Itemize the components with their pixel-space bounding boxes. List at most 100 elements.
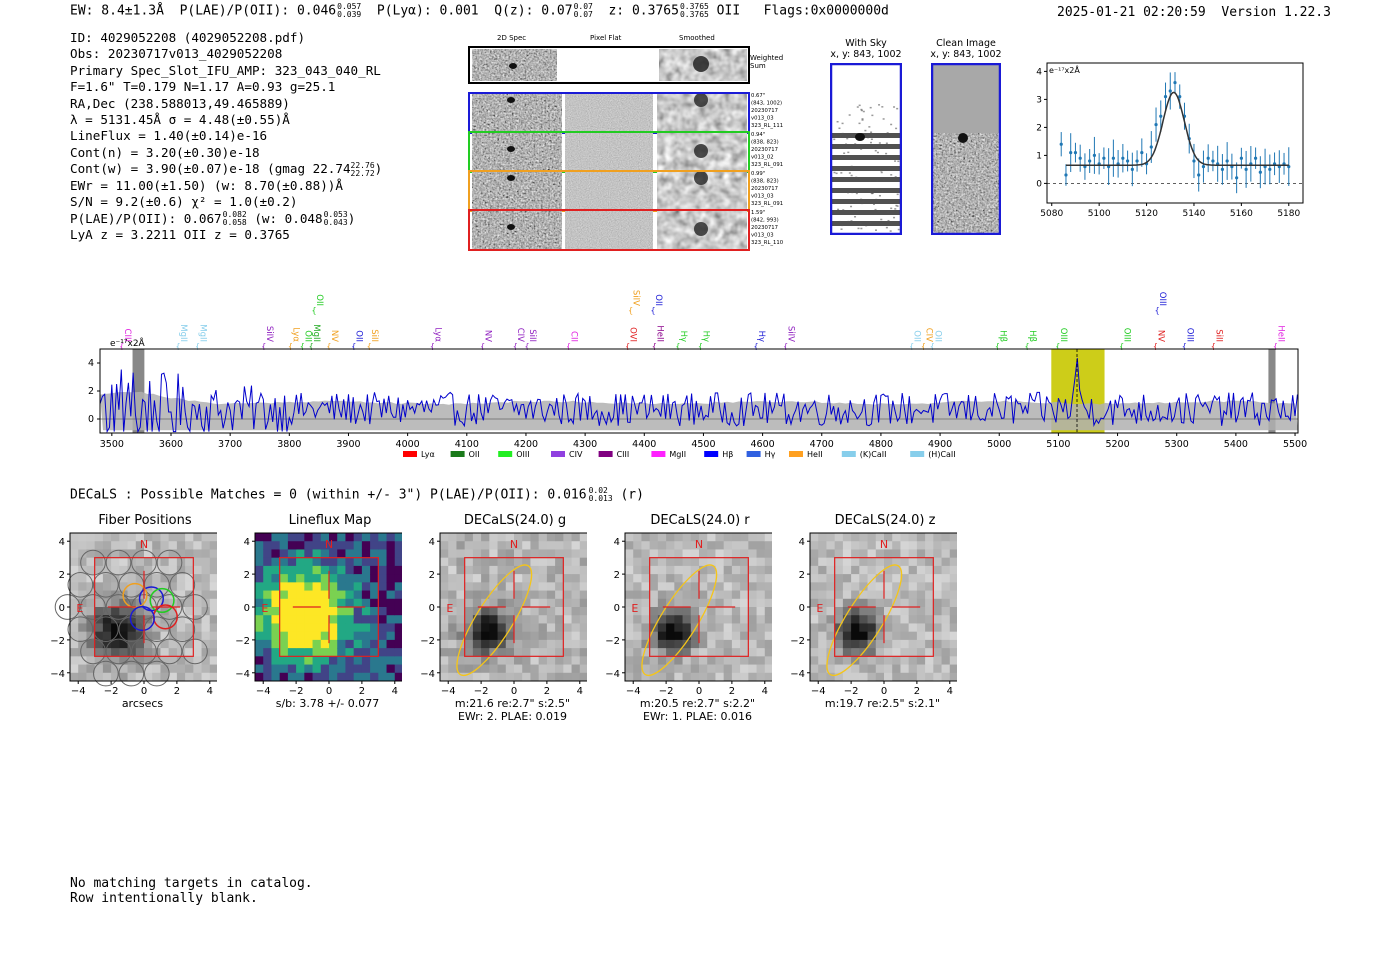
- image-pixel: [756, 656, 766, 666]
- image-pixel: [481, 607, 490, 616]
- image-pixel: [674, 607, 684, 616]
- image-pixel: [176, 664, 186, 674]
- lineflux-pixel: [345, 565, 355, 575]
- image-pixel: [448, 656, 457, 666]
- image-pixel: [530, 590, 540, 600]
- sky-line-residual: [832, 177, 900, 182]
- image-pixel: [514, 623, 523, 633]
- image-pixel: [682, 607, 692, 616]
- info-plae-lo: 0.058: [222, 218, 247, 228]
- image-pixel: [546, 565, 556, 575]
- sky-noise-pixel: [868, 180, 871, 182]
- spectrum-x-tick-label: 4900: [928, 439, 952, 450]
- line-id-bracket: {: [513, 342, 518, 350]
- spectrum-legend-swatch: [651, 451, 666, 457]
- image-pixel: [884, 533, 893, 542]
- image-pixel: [514, 672, 523, 682]
- image-pixel: [641, 549, 651, 559]
- image-pixel: [715, 533, 725, 542]
- image-pixel: [748, 565, 758, 575]
- lineflux-pixel: [386, 615, 396, 624]
- image-pixel: [707, 582, 716, 592]
- image-pixel: [481, 533, 490, 542]
- sky-noise-pixel: [859, 222, 862, 225]
- image-pixel: [563, 541, 573, 550]
- image-pixel: [682, 615, 692, 624]
- image-pixel: [440, 533, 449, 542]
- sky-noise-pixel: [833, 138, 836, 141]
- image-pixel: [916, 557, 926, 567]
- image-pixel: [563, 631, 573, 641]
- lineflux-pixel: [378, 639, 388, 649]
- image-pixel: [209, 549, 217, 559]
- image-pixel: [818, 549, 827, 559]
- lineflux-pixel: [361, 565, 371, 575]
- image-pixel: [900, 598, 910, 608]
- selected-fiber-circle: [129, 605, 155, 632]
- image-pixel: [818, 639, 827, 649]
- image-pixel: [875, 598, 885, 608]
- spectrum-x-tick-label: 3500: [100, 439, 124, 450]
- image-pixel: [505, 664, 515, 674]
- image-pixel: [633, 582, 642, 592]
- image-pixel: [168, 631, 178, 641]
- image-pixel: [571, 549, 581, 559]
- sky-noise-pixel: [876, 151, 879, 154]
- linefit-x-tick-label: 5100: [1088, 209, 1111, 219]
- image-pixel: [168, 672, 178, 682]
- lineflux-pixel: [329, 615, 338, 624]
- linefit-data-point: [1235, 176, 1239, 180]
- image-pixel: [731, 557, 741, 567]
- linefit-data-point: [1206, 156, 1210, 160]
- image-pixel: [481, 664, 490, 674]
- image-pixel: [160, 623, 170, 633]
- image-pixel: [892, 598, 901, 608]
- image-pixel: [908, 582, 918, 592]
- sky-noise-pixel: [850, 205, 853, 208]
- image-pixel: [440, 607, 449, 616]
- image-pixel: [818, 533, 827, 542]
- cutout-fiber-meta: 20230717: [751, 186, 778, 192]
- image-pixel: [731, 582, 741, 592]
- lineflux-pixel: [312, 607, 322, 616]
- image-pixel: [102, 541, 112, 550]
- image-pixel: [530, 615, 540, 624]
- line-id-bracket: {: [675, 342, 680, 350]
- linefit-data-point: [1163, 95, 1168, 99]
- image-pixel: [70, 664, 79, 674]
- sky-noise-pixel: [894, 160, 897, 162]
- image-pixel: [625, 590, 634, 600]
- image-pixel: [818, 631, 827, 641]
- image-pixel: [144, 598, 153, 608]
- lineflux-pixel: [329, 582, 338, 592]
- image-pixel: [464, 598, 474, 608]
- linefit-data-point: [1154, 123, 1158, 127]
- info-plae: P(LAE)/P(OII): 0.0670.082 0.058 (w: 0.048…: [70, 210, 356, 228]
- spectrum-legend-label: OII: [469, 450, 480, 459]
- image-pixel: [916, 541, 926, 550]
- image-pixel: [834, 656, 844, 666]
- image-pixel: [892, 549, 901, 559]
- image-pixel: [176, 582, 186, 592]
- lineflux-pixel: [296, 549, 305, 559]
- lineflux-pixel: [370, 607, 379, 616]
- image-pixel: [633, 533, 642, 542]
- cutout-fiber-meta: 0.67": [751, 93, 765, 99]
- info-lambda: λ = 5131.45Å σ = 4.48(±0.55)Å: [70, 112, 290, 128]
- image-pixel: [70, 607, 79, 616]
- lineflux-pixel: [287, 639, 297, 649]
- image-pixel: [144, 623, 153, 633]
- cutout-2d-spec: [472, 172, 562, 210]
- image-pixel: [497, 631, 507, 641]
- image-pixel: [764, 664, 772, 674]
- image-pixel: [925, 631, 934, 641]
- lineflux-pixel: [378, 615, 388, 624]
- image-pixel: [505, 574, 515, 583]
- image-pixel: [682, 574, 692, 583]
- image-pixel: [440, 541, 449, 550]
- image-pixel: [859, 607, 869, 616]
- image-pixel: [160, 557, 170, 567]
- image-pixel: [119, 557, 129, 567]
- cutout-smoothed-source: [694, 222, 708, 236]
- image-pixel: [144, 631, 153, 641]
